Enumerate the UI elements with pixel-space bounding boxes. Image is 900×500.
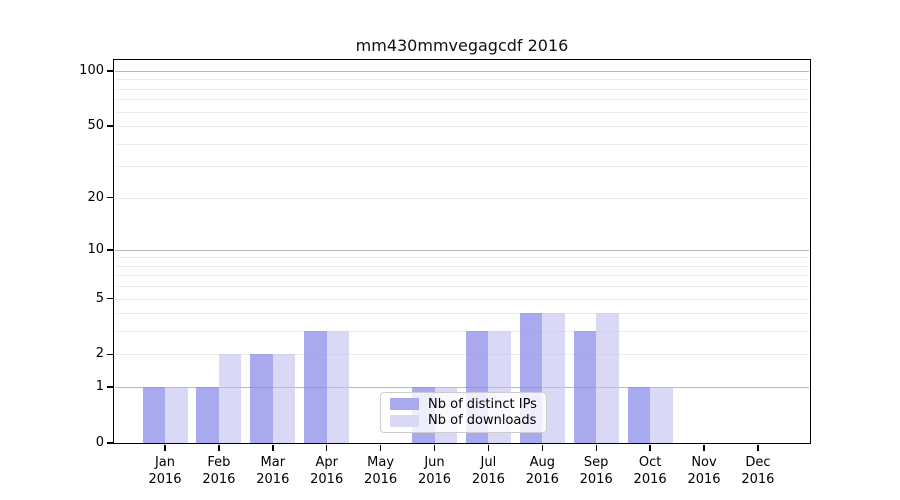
legend: Nb of distinct IPs Nb of downloads [380, 392, 547, 433]
gridline-y-5 [115, 298, 809, 300]
x-tick-year-jul: 2016 [471, 472, 505, 487]
gridline-y-1 [115, 387, 809, 389]
legend-swatch-distinct-ips [390, 398, 419, 411]
x-tick-label-may: May 2016 [351, 454, 411, 488]
y-tick-5 [106, 297, 113, 300]
bar-downloads-feb [218, 354, 242, 443]
x-tick-feb [218, 444, 220, 451]
x-tick-label-jul: Jul 2016 [458, 454, 518, 488]
bar-downloads-jan [165, 387, 188, 443]
bar-distinct-ips-feb [196, 387, 219, 443]
bar-downloads-mar [272, 354, 296, 443]
x-tick-year-jan: 2016 [148, 472, 182, 487]
bar-distinct-ips-apr [304, 331, 327, 443]
x-tick-jun [433, 444, 436, 451]
gridline-y-40 [115, 143, 809, 145]
x-tick-year-nov: 2016 [687, 472, 721, 487]
x-tick-label-jan: Jan 2016 [135, 454, 195, 488]
x-tick-year-aug: 2016 [525, 472, 559, 487]
y-tick-label-0: 0 [95, 435, 104, 450]
x-tick-year-oct: 2016 [633, 472, 667, 487]
bar-downloads-aug [542, 313, 565, 443]
y-tick-label-50: 50 [87, 118, 104, 134]
x-tick-jul [487, 444, 490, 451]
gridline-y-100 [115, 71, 809, 72]
x-tick-year-sep: 2016 [579, 472, 613, 487]
x-tick-nov [703, 444, 705, 451]
legend-label-distinct-ips: Nb of distinct IPs [428, 396, 537, 412]
y-tick-label-10: 10 [87, 241, 104, 257]
gridline-y-70 [115, 99, 809, 101]
x-tick-label-apr: Apr 2016 [297, 454, 357, 488]
gridline-y-3 [115, 331, 809, 333]
x-tick-year-feb: 2016 [202, 472, 236, 487]
gridline-y-10 [115, 249, 809, 251]
gridline-y-7 [115, 275, 809, 277]
gridline-y-80 [115, 88, 809, 90]
x-tick-label-oct: Oct 2016 [620, 454, 680, 488]
x-tick-aug [541, 444, 543, 451]
x-tick-oct [649, 444, 651, 451]
y-tick-label-20: 20 [87, 189, 104, 205]
gridline-y-20 [115, 197, 809, 199]
y-tick-0 [106, 442, 113, 444]
legend-label-downloads: Nb of downloads [428, 413, 537, 429]
x-tick-may [379, 444, 382, 451]
bar-distinct-ips-sep [573, 331, 597, 443]
y-tick-10 [106, 249, 113, 251]
legend-swatch-downloads [390, 414, 419, 427]
x-tick-sep [595, 444, 597, 451]
gridline-y-60 [115, 111, 809, 113]
bar-distinct-ips-mar [250, 354, 273, 443]
x-tick-dec [757, 444, 759, 451]
gridline-y-2 [115, 354, 809, 356]
legend-entry-downloads: Nb of downloads [390, 413, 537, 428]
bar-distinct-ips-oct [627, 387, 651, 443]
y-tick-label-1: 1 [95, 379, 104, 395]
x-tick-apr [325, 444, 328, 451]
x-tick-label-dec: Dec 2016 [728, 454, 788, 488]
gridline-y-8 [115, 265, 809, 267]
y-tick-label-2: 2 [95, 346, 104, 362]
x-tick-label-sep: Sep 2016 [566, 454, 626, 488]
plot-frame [112, 58, 811, 444]
gridline-y-50 [115, 126, 809, 128]
bar-downloads-sep [596, 313, 619, 443]
x-tick-label-mar: Mar 2016 [243, 454, 303, 488]
x-tick-label-nov: Nov 2016 [674, 454, 734, 488]
x-tick-year-jun: 2016 [417, 472, 452, 487]
y-tick-20 [106, 196, 113, 199]
y-tick-50 [106, 125, 113, 127]
x-tick-year-apr: 2016 [310, 472, 344, 487]
y-tick-1 [106, 386, 113, 388]
y-tick-2 [106, 353, 113, 356]
y-tick-label-100: 100 [79, 63, 104, 78]
bar-downloads-oct [650, 387, 673, 443]
gridline-y-90 [115, 79, 809, 81]
x-tick-year-mar: 2016 [256, 472, 290, 487]
y-tick-100 [106, 70, 113, 72]
x-tick-year-may: 2016 [364, 472, 398, 487]
x-tick-jan [164, 444, 166, 451]
gridline-y-4 [115, 313, 809, 315]
legend-entry-distinct-ips: Nb of distinct IPs [390, 397, 537, 412]
gridline-y-30 [115, 166, 809, 168]
gridline-y-9 [115, 257, 809, 259]
x-tick-mar [272, 444, 274, 451]
bar-downloads-apr [326, 331, 350, 443]
y-tick-label-5: 5 [95, 290, 104, 306]
gridline-y-6 [115, 286, 809, 288]
x-tick-label-feb: Feb 2016 [189, 454, 249, 488]
x-tick-label-aug: Aug 2016 [512, 454, 572, 488]
chart-title: mm430mmvegagcdf 2016 [355, 36, 569, 55]
x-tick-label-jun: Jun 2016 [405, 454, 465, 488]
x-tick-year-dec: 2016 [741, 472, 775, 487]
bar-distinct-ips-jan [142, 387, 165, 443]
